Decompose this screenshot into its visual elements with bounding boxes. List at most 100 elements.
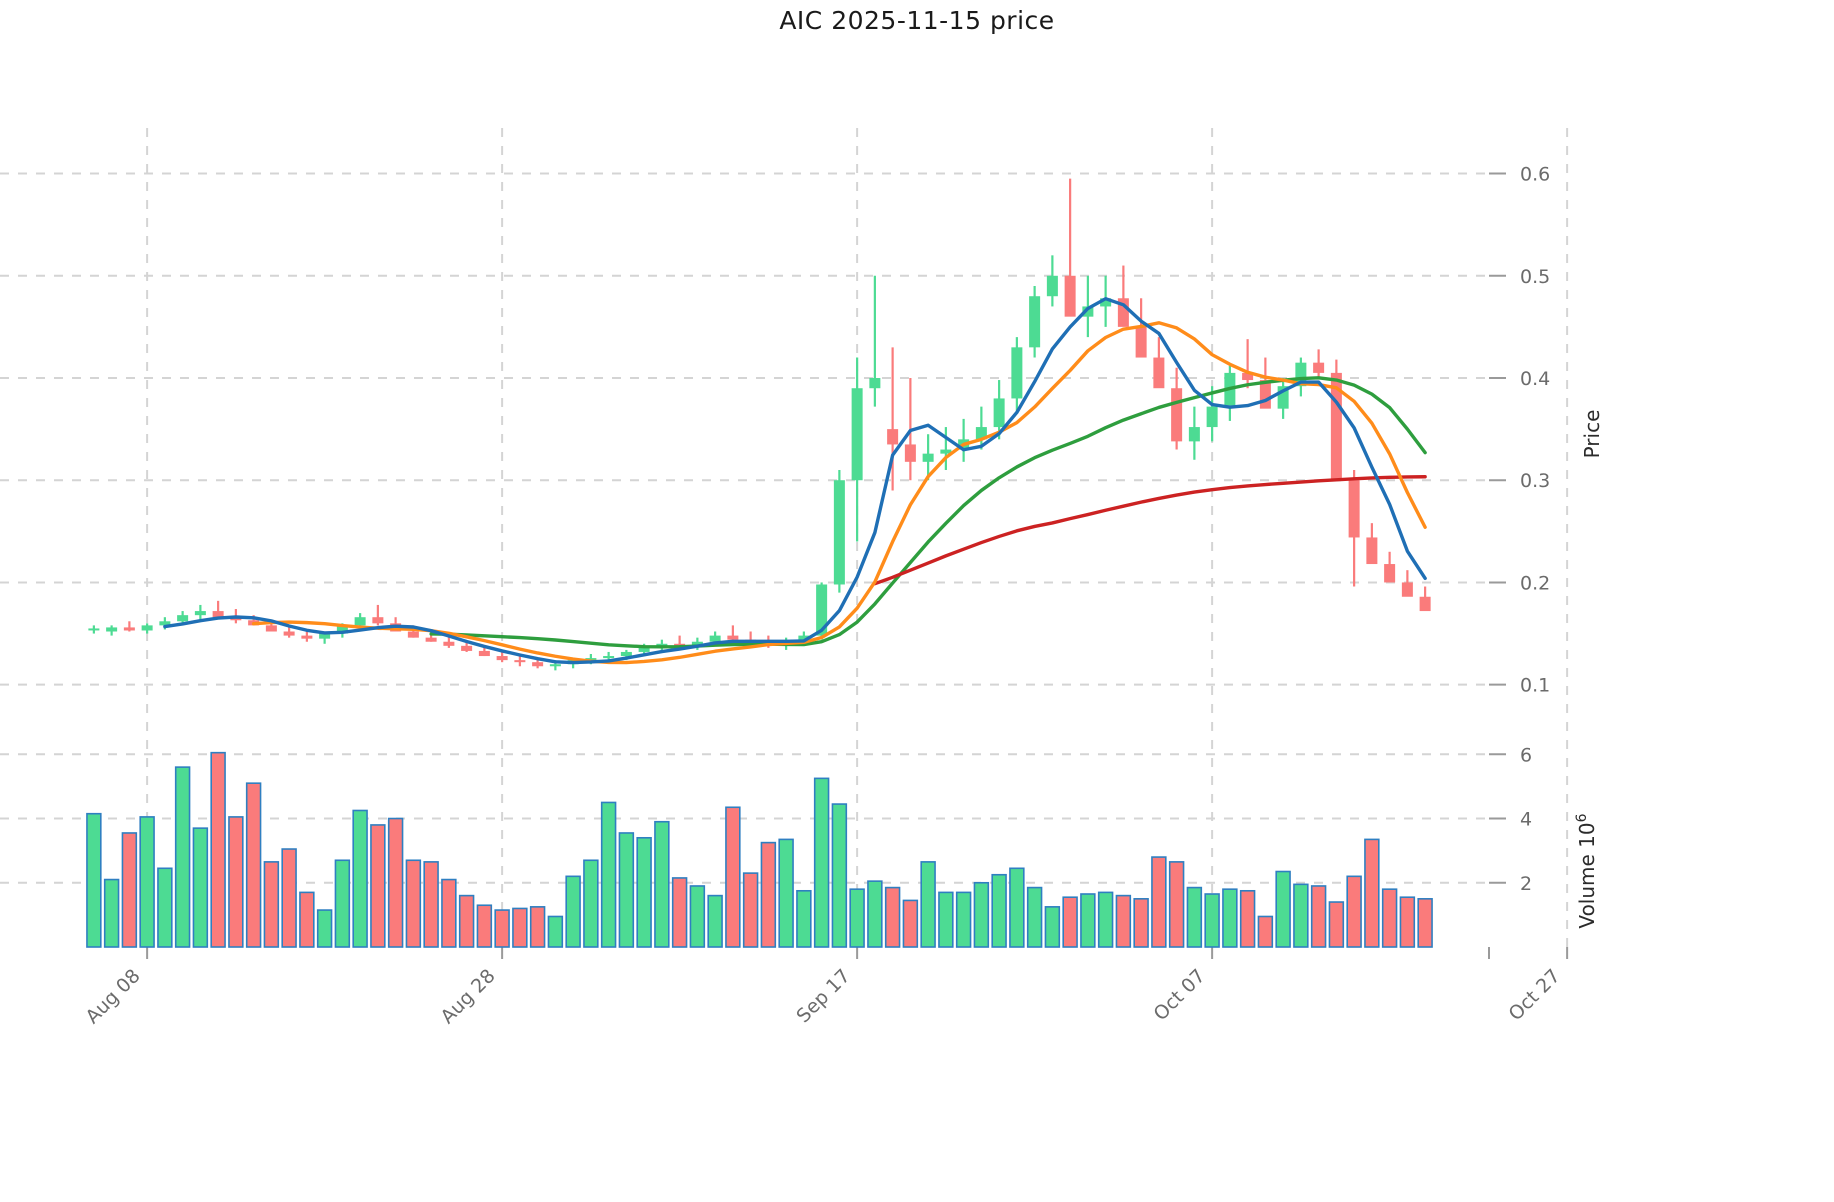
volume-bar [1257, 915, 1274, 948]
candle-body [620, 651, 632, 657]
volume-bar [1381, 888, 1398, 948]
volume-bar [565, 875, 581, 948]
volume-bar [352, 809, 368, 948]
volume-bar [742, 872, 759, 948]
chart-title: AIC 2025-11-15 price [779, 6, 1055, 35]
candle-body [177, 615, 189, 622]
volume-bar [1346, 875, 1362, 948]
volume-bar [529, 906, 546, 948]
volume-bar [1115, 894, 1132, 948]
volume-bar [707, 894, 723, 948]
candle-body [461, 645, 473, 651]
candle-body [691, 641, 703, 646]
candle-body [496, 656, 508, 661]
candle-body [1029, 296, 1041, 348]
volume-bar [1186, 886, 1203, 948]
volume-bar [1097, 891, 1114, 948]
candle-body [993, 398, 1005, 428]
price-tick-label: 0.4 [1520, 368, 1550, 390]
volume-bar [955, 891, 972, 948]
price-tick-label: 0.3 [1520, 470, 1550, 492]
candle-body [922, 453, 934, 462]
candle-body [816, 584, 828, 636]
candle-body [798, 635, 810, 642]
volume-bar [884, 886, 901, 948]
date-tick-label: Oct 07 [1150, 965, 1210, 1025]
volume-bar [1310, 885, 1327, 948]
candle-body [141, 625, 153, 631]
candle-body [1330, 372, 1342, 481]
volume-bar [1275, 870, 1291, 948]
candle-body [336, 625, 348, 634]
volume-bar [1239, 889, 1256, 948]
volume-bar [1204, 893, 1220, 948]
candle-body [833, 480, 845, 585]
candle-body [319, 633, 331, 639]
volume-bar [512, 907, 528, 948]
candle-body [549, 664, 561, 667]
candle-body [212, 611, 224, 618]
volume-bar [654, 820, 670, 948]
volume-bar [547, 915, 564, 948]
candle-body [1313, 362, 1325, 373]
price-tick-label: 0.2 [1520, 572, 1550, 594]
candle-body [1064, 275, 1076, 317]
candle-body [1117, 298, 1129, 327]
candle-body [975, 427, 987, 440]
candle-body [1366, 537, 1378, 565]
candle-body [443, 641, 455, 646]
volume-bar [281, 848, 297, 948]
volume-bar [618, 832, 635, 948]
candle-body [585, 658, 597, 661]
price-tick-label: 0.5 [1520, 266, 1550, 288]
volume-bar [831, 803, 848, 948]
volume-bar [494, 909, 510, 948]
volume-bar [920, 861, 936, 948]
volume-bar [1062, 896, 1078, 948]
price-axis-title: Price [1580, 410, 1604, 459]
volume-bar [1080, 893, 1096, 948]
volume-bar [1364, 838, 1380, 948]
volume-bar [1133, 898, 1149, 948]
ma10-line [251, 321, 1427, 665]
candle-body [194, 611, 206, 616]
candle-body [940, 449, 952, 454]
volume-bar [1399, 896, 1416, 948]
candle-body [638, 647, 650, 652]
candle-body [904, 444, 916, 462]
volume-bar [423, 861, 439, 948]
volume-bar [1417, 898, 1433, 948]
volume-bar [228, 816, 244, 948]
volume-bar [600, 801, 617, 948]
candle-body [1242, 372, 1254, 381]
candle-body [478, 650, 490, 657]
volume-bar [1026, 886, 1043, 948]
candle-body [1206, 406, 1218, 428]
volume-bar [121, 832, 138, 948]
volume-bar [991, 873, 1007, 948]
volume-bar [583, 859, 599, 948]
volume-tick-label: 4 [1520, 809, 1532, 831]
volume-bar [476, 904, 493, 948]
volume-axis-title: Volume 106 [1574, 813, 1599, 928]
candle-body [1135, 326, 1147, 358]
volume-bar [263, 861, 280, 948]
volume-bar [778, 838, 794, 948]
ma20-line [429, 376, 1427, 649]
candle-body [1419, 596, 1431, 612]
volume-bar [902, 899, 919, 948]
volume-bar [760, 841, 777, 948]
candle-body [1100, 298, 1112, 307]
candle-body [283, 631, 295, 636]
candle-body [425, 637, 437, 642]
candle-body [407, 631, 419, 638]
date-tick-label: Aug 28 [436, 965, 499, 1028]
volume-bar [671, 877, 688, 948]
candle-body [869, 378, 881, 389]
volume-bar [210, 751, 226, 948]
volume-tick-label: 6 [1520, 744, 1532, 766]
candle-body [1384, 564, 1396, 583]
candle-body [1295, 362, 1307, 387]
